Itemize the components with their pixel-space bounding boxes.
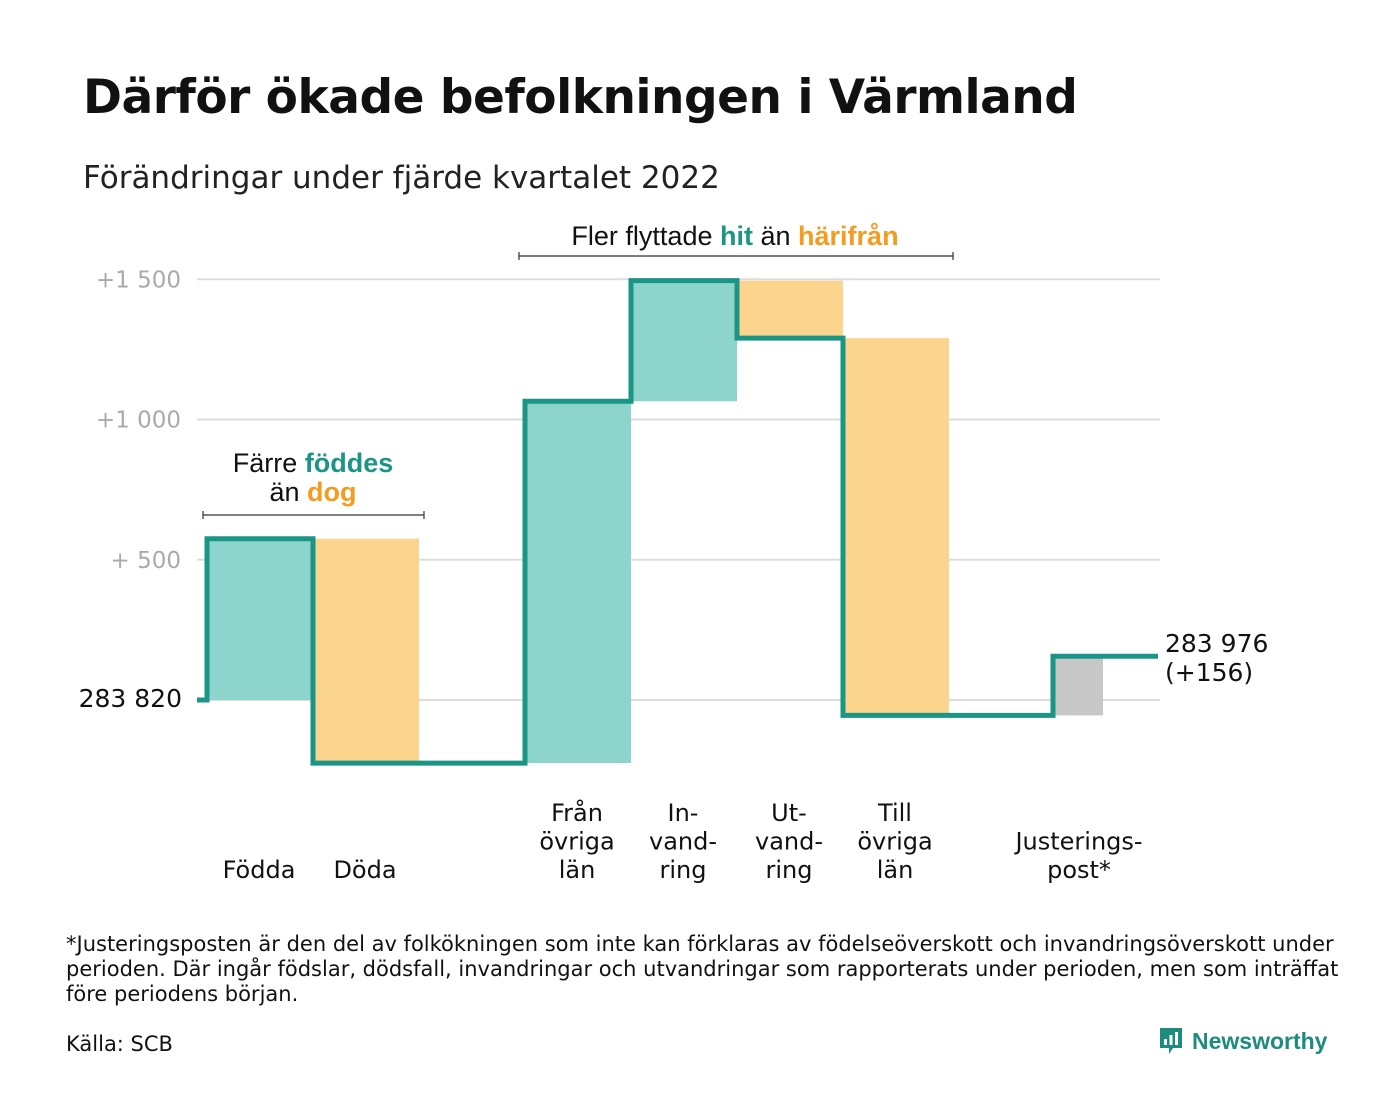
annotation-migration-prefix: Fler flyttade — [571, 221, 720, 251]
bar-invandring — [631, 280, 737, 402]
y-axis-ticks: +1 500 +1 000 + 500 — [96, 267, 181, 574]
annotation-births: Färre föddes än dog — [202, 448, 425, 519]
x-label: Födda — [223, 856, 296, 884]
end-change-label: (+156) — [1165, 658, 1253, 687]
x-label: ring — [660, 856, 707, 884]
bars — [207, 280, 1103, 764]
annotation-births-highlight: föddes — [305, 448, 394, 478]
step-line — [197, 278, 1158, 766]
waterfall-chart: +1 500+1 000+ 500 Födda DödaFrånövrigalän… — [79, 221, 1269, 884]
end-value-label: 283 976 — [1165, 629, 1268, 658]
source-note: Källa: SCB — [66, 1032, 173, 1056]
annotation-deaths-highlight: dog — [307, 477, 356, 507]
bar-döda — [313, 538, 419, 764]
bar-justeringspost- — [1053, 656, 1103, 716]
x-label: Ut- — [771, 799, 807, 827]
bar-från-övriga-län — [525, 401, 631, 764]
annotation-migration-middle: än — [753, 221, 798, 251]
footnote: *Justeringsposten är den del av folkökni… — [66, 932, 1339, 1006]
newsworthy-logo-icon — [1160, 1028, 1182, 1054]
annotation-migration-harifran: härifrån — [798, 221, 899, 251]
svg-text:än dog: än dog — [269, 477, 356, 507]
y-tick-label: + 500 — [111, 548, 181, 574]
cumulative-step-line — [197, 278, 1158, 766]
x-label: In- — [668, 799, 699, 827]
x-label: vand- — [755, 828, 823, 856]
x-label: län — [877, 856, 914, 884]
svg-text:Färre föddes: Färre föddes — [233, 448, 394, 478]
y-tick-label: +1 500 — [96, 267, 181, 293]
annotation-migration: Fler flyttade hit än härifrån — [518, 221, 954, 260]
x-label: post* — [1047, 856, 1111, 884]
x-label: vand- — [649, 828, 717, 856]
chart-subtitle: Förändringar under fjärde kvartalet 2022 — [83, 160, 720, 196]
x-label: övriga — [857, 828, 932, 856]
x-label: Döda — [333, 856, 396, 884]
annotation-migration-bracket — [518, 252, 954, 260]
x-label: Till — [877, 799, 912, 827]
bar-till-övriga-län — [843, 338, 949, 716]
annotation-births-prefix: Färre — [233, 448, 305, 478]
x-label: Justerings- — [1013, 828, 1142, 856]
x-label: Från — [551, 798, 603, 827]
newsworthy-logo: Newsworthy — [1158, 1026, 1327, 1056]
annotation-migration-hit: hit — [720, 221, 753, 251]
x-label: övriga — [539, 828, 614, 856]
svg-text:Fler flyttade hit än härifrån: Fler flyttade hit än härifrån — [571, 221, 898, 251]
y-tick-label: +1 000 — [96, 408, 181, 434]
newsworthy-logo-text: Newsworthy — [1192, 1027, 1328, 1054]
start-value-label: 283 820 — [79, 684, 182, 713]
annotation-deaths-prefix: än — [269, 477, 307, 507]
x-label: ring — [766, 856, 813, 884]
annotation-births-bracket — [202, 511, 425, 519]
x-axis-labels: Födda DödaFrånövrigalänIn-vand-ringUt-van… — [223, 798, 1143, 884]
chart-title: Därför ökade befolkningen i Värmland — [83, 70, 1078, 125]
x-label: län — [559, 856, 596, 884]
bar-utvandring — [737, 280, 843, 339]
bar-födda — [207, 538, 313, 700]
